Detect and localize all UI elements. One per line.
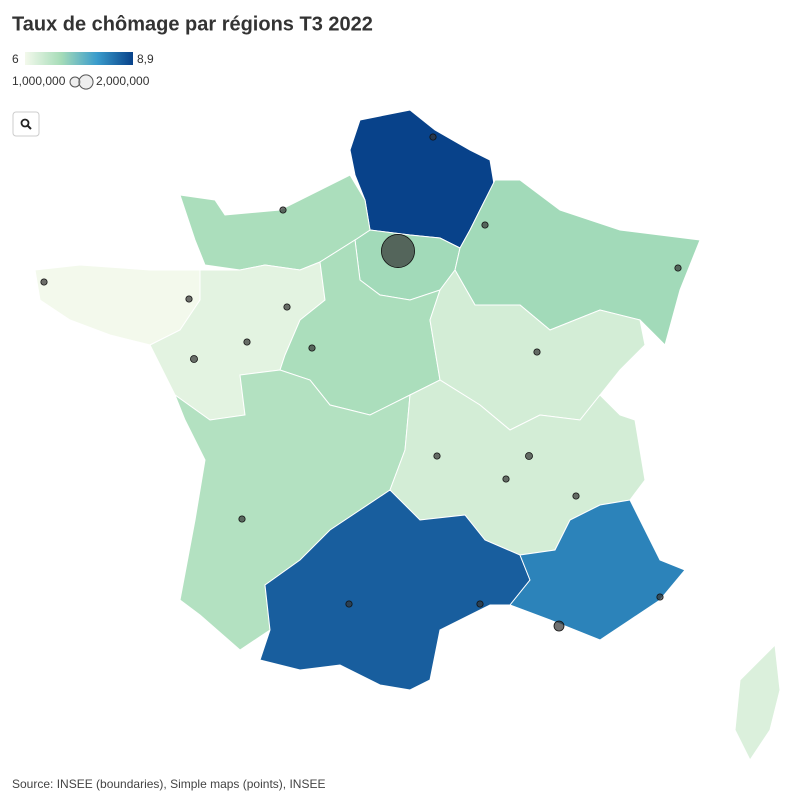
region xyxy=(734,643,781,761)
city-point xyxy=(243,338,251,346)
size-legend-label: 1,000,000 xyxy=(12,74,66,88)
city-point xyxy=(381,234,415,268)
city-point xyxy=(433,452,441,460)
city-point xyxy=(279,206,287,214)
city-point xyxy=(525,452,533,460)
city-point xyxy=(308,344,316,352)
city-point xyxy=(476,600,484,608)
city-point xyxy=(345,600,353,608)
legend-max: 8,9 xyxy=(137,52,154,66)
city-point xyxy=(553,620,565,632)
city-point xyxy=(190,355,198,363)
city-point xyxy=(674,264,682,272)
size-legend-label: 2,000,000 xyxy=(96,74,150,88)
city-point xyxy=(656,593,664,601)
city-point xyxy=(283,303,291,311)
city-point xyxy=(238,515,246,523)
city-point xyxy=(481,221,489,229)
region xyxy=(259,489,531,691)
source: Source: INSEE (boundaries), Simple maps … xyxy=(12,777,325,791)
city-point xyxy=(185,295,193,303)
zoom-button[interactable] xyxy=(12,111,40,137)
region xyxy=(179,174,371,271)
city-point xyxy=(572,492,580,500)
city-point xyxy=(502,475,510,483)
city-point xyxy=(429,133,437,141)
city-point xyxy=(533,348,541,356)
legend-min: 6 xyxy=(12,52,19,66)
size-legend-circle xyxy=(78,74,94,90)
region xyxy=(509,499,686,641)
color-legend xyxy=(25,52,133,65)
city-point xyxy=(40,278,48,286)
title: Taux de chômage par régions T3 2022 xyxy=(12,13,373,35)
